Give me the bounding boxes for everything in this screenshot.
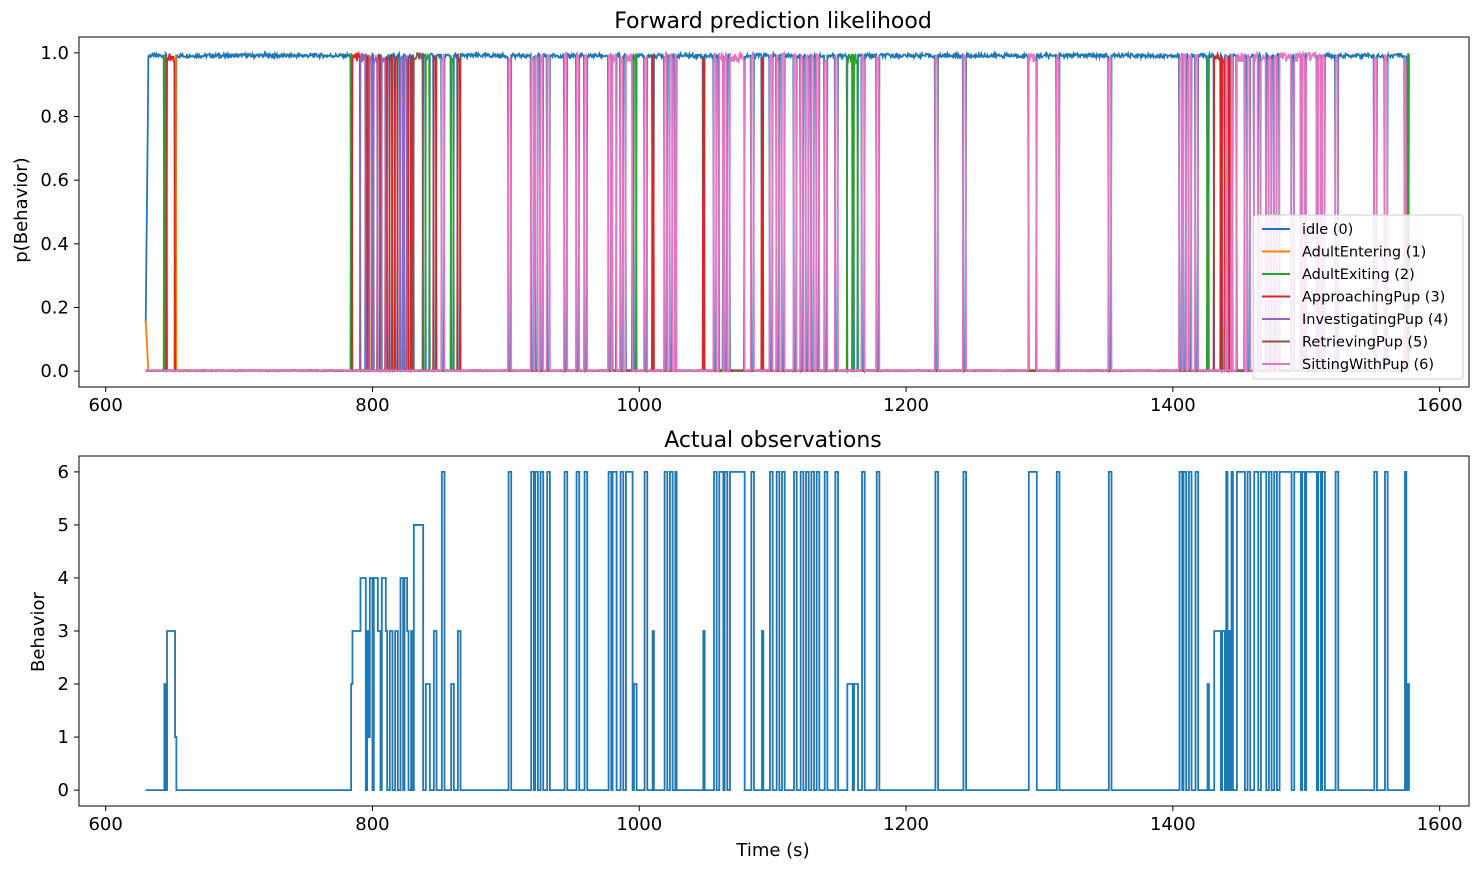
prediction-ytick-label: 0.0: [40, 361, 69, 382]
observations-xtick-label: 1400: [1150, 814, 1196, 835]
prediction-ylabel: p(Behavior): [11, 157, 32, 262]
observations-ticks: 600 800 1000 1200 1400 1600 0 1 2 3 4 5 6: [58, 462, 1463, 835]
observations-xtick-label: 1600: [1417, 814, 1463, 835]
prediction-ytick-label: 1.0: [40, 43, 69, 64]
prediction-ytick-label: 0.4: [40, 234, 69, 255]
prediction-plot-area: [144, 50, 1410, 374]
observations-xtick-label: 1000: [616, 814, 662, 835]
observations-ytick-label: 1: [58, 727, 69, 748]
legend-entry: SittingWithPup (6): [1302, 357, 1434, 373]
prediction-xtick-label: 800: [355, 395, 389, 416]
legend: idle (0) AdultEntering (1) AdultExiting (2…: [1252, 214, 1464, 380]
prediction-ytick-label: 0.8: [40, 107, 69, 128]
observations-xtick-label: 800: [355, 814, 389, 835]
legend-entry: AdultEntering (1): [1302, 245, 1426, 261]
prediction-xtick-label: 1600: [1417, 395, 1463, 416]
observations-xlabel: Time (s): [735, 840, 809, 861]
observations-xtick-label: 600: [88, 814, 122, 835]
prediction-ytick-label: 0.2: [40, 297, 69, 318]
prediction-title: Forward prediction likelihood: [614, 9, 932, 34]
legend-entry: idle (0): [1302, 222, 1353, 238]
observations-axes-frame: [78, 455, 1470, 807]
prediction-series-line-6: [145, 50, 1410, 374]
prediction-axes: Forward prediction likelihood p(Behavior…: [11, 9, 1470, 416]
legend-entry: ApproachingPup (3): [1302, 290, 1445, 306]
prediction-ticks: 600 800 1000 1200 1400 1600 0.0 0.2 0.4 0.6 0.8 1.0: [40, 43, 1462, 416]
legend-entry: RetrievingPup (5): [1302, 335, 1428, 351]
observations-ytick-label: 4: [58, 568, 69, 589]
prediction-xtick-label: 1000: [616, 395, 662, 416]
prediction-xtick-label: 1400: [1150, 395, 1196, 416]
observations-ytick-label: 0: [58, 780, 69, 801]
prediction-axes-frame: [78, 36, 1470, 388]
observations-series-line: [145, 471, 1410, 791]
observations-axes: Actual observations Behavior Time (s) 60…: [28, 428, 1470, 861]
observations-ytick-label: 5: [58, 515, 69, 536]
observations-ytick-label: 2: [58, 674, 69, 695]
observations-ytick-label: 3: [58, 621, 69, 642]
prediction-ytick-label: 0.6: [40, 170, 69, 191]
legend-entry: InvestigatingPup (4): [1302, 312, 1448, 328]
observations-xtick-label: 1200: [883, 814, 929, 835]
prediction-xtick-label: 600: [88, 395, 122, 416]
legend-entry: AdultExiting (2): [1302, 267, 1415, 283]
legend-box: [1252, 214, 1464, 380]
observations-plot-area: [145, 471, 1410, 791]
observations-ylabel: Behavior: [28, 591, 49, 672]
observations-ytick-label: 6: [58, 462, 69, 483]
observations-title: Actual observations: [664, 428, 882, 453]
prediction-xtick-label: 1200: [883, 395, 929, 416]
